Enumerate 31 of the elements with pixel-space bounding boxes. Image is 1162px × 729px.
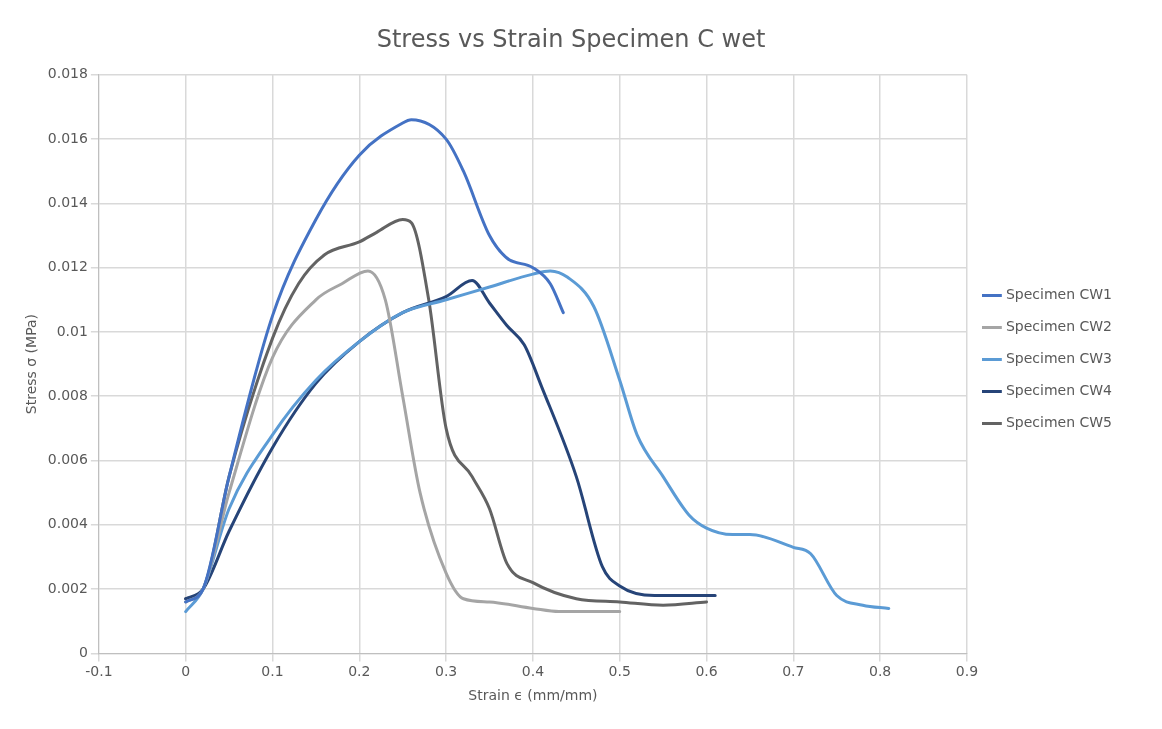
x-tick-label: 0.2 [348, 663, 371, 680]
y-tick-label: 0.018 [47, 65, 88, 82]
legend-label: Specimen CW1 [1005, 286, 1112, 303]
legend-label: Specimen CW2 [1005, 318, 1112, 335]
y-axis-title: Stress σ (MPa) [23, 314, 40, 415]
y-tick-label: 0.004 [47, 515, 88, 532]
y-tick-label: 0 [78, 644, 88, 661]
x-tick-label: 0.4 [521, 663, 545, 680]
y-tick-label: 0.014 [47, 194, 88, 211]
x-tick-label: 0 [181, 663, 191, 680]
line-series [184, 118, 565, 604]
x-tick-label: 0.8 [868, 663, 892, 680]
y-tick-label: 0.016 [47, 129, 88, 146]
x-tick-label: 0.7 [782, 663, 805, 680]
y-tick-label: 0.012 [47, 258, 88, 275]
x-tick-label: 0.3 [434, 663, 458, 680]
y-tick-label: 0.008 [47, 386, 88, 403]
x-tick-label: 0.1 [261, 663, 284, 680]
legend-label: Specimen CW5 [1005, 414, 1112, 431]
line-series [184, 269, 891, 614]
y-tick-label: 0.01 [56, 322, 88, 339]
y-tick-label: 0.002 [47, 579, 88, 596]
y-tick-label: 0.006 [47, 451, 88, 468]
x-axis-title: Strain ϵ (mm/mm) [468, 687, 598, 704]
x-tick-label: 0.5 [608, 663, 631, 680]
chart-title: Stress vs Strain Specimen C wet [376, 24, 766, 53]
x-tick-label: 0.6 [695, 663, 718, 680]
x-tick-label: 0.9 [955, 663, 979, 680]
x-tick-label: -0.1 [85, 663, 113, 680]
legend-label: Specimen CW3 [1005, 350, 1112, 367]
legend-label: Specimen CW4 [1005, 382, 1113, 399]
